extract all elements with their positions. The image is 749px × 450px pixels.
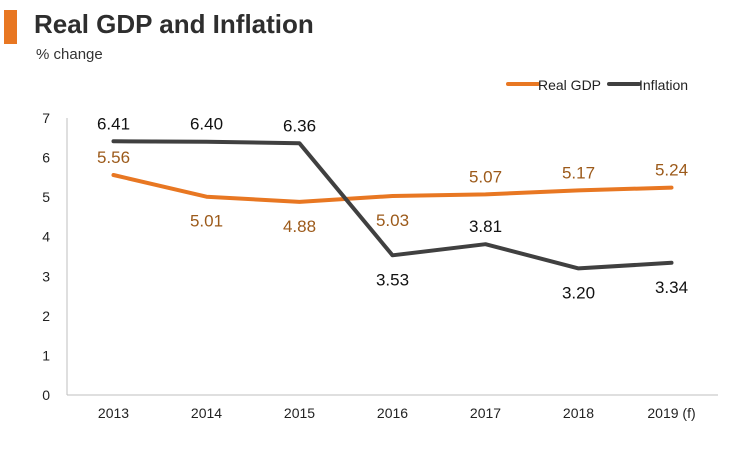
data-label: 6.40 [190, 115, 223, 134]
data-label: 6.41 [97, 114, 130, 133]
data-label: 5.24 [655, 161, 688, 180]
data-label: 3.81 [469, 217, 502, 236]
x-tick-label: 2018 [563, 405, 594, 421]
x-tick-label: 2013 [98, 405, 129, 421]
data-label: 5.03 [376, 211, 409, 230]
y-tick-label: 0 [42, 387, 50, 403]
chart-title: Real GDP and Inflation [34, 9, 314, 39]
y-tick-label: 5 [42, 189, 50, 205]
x-tick-label: 2019 (f) [647, 405, 695, 421]
chart-subtitle: % change [36, 46, 103, 63]
title-accent-bar [4, 10, 17, 44]
series-line-inflation [111, 139, 674, 271]
axes-group: 0 1 2 3 4 5 6 7 2013 2014 2015 2016 2017 2018 2019 (f) [42, 110, 718, 421]
y-tick-label: 3 [42, 268, 50, 284]
data-label: 3.53 [376, 270, 409, 289]
data-label: 5.07 [469, 167, 502, 186]
data-label: 6.36 [283, 116, 316, 135]
data-label: 4.88 [283, 217, 316, 236]
legend: Real GDP Inflation [506, 77, 688, 93]
y-tick-label: 2 [42, 308, 50, 324]
legend-label: Inflation [639, 77, 688, 93]
data-label: 5.01 [190, 212, 223, 231]
y-tick-label: 1 [42, 347, 50, 363]
data-label: 5.56 [97, 148, 130, 167]
series-line-real-gdp [111, 173, 674, 204]
data-label: 3.20 [562, 283, 595, 302]
y-tick-label: 4 [42, 229, 50, 245]
y-tick-label: 6 [42, 150, 50, 166]
x-tick-label: 2017 [470, 405, 501, 421]
data-label: 5.17 [562, 163, 595, 182]
x-tick-label: 2016 [377, 405, 408, 421]
data-label: 3.34 [655, 278, 688, 297]
x-tick-label: 2015 [284, 405, 315, 421]
data-labels-group: 5.56 5.01 4.88 5.03 5.07 5.17 5.24 6.41 6.40 6.36… [97, 114, 688, 302]
legend-label: Real GDP [538, 77, 601, 93]
y-tick-label: 7 [42, 110, 50, 126]
series-group [111, 139, 674, 271]
x-tick-label: 2014 [191, 405, 222, 421]
